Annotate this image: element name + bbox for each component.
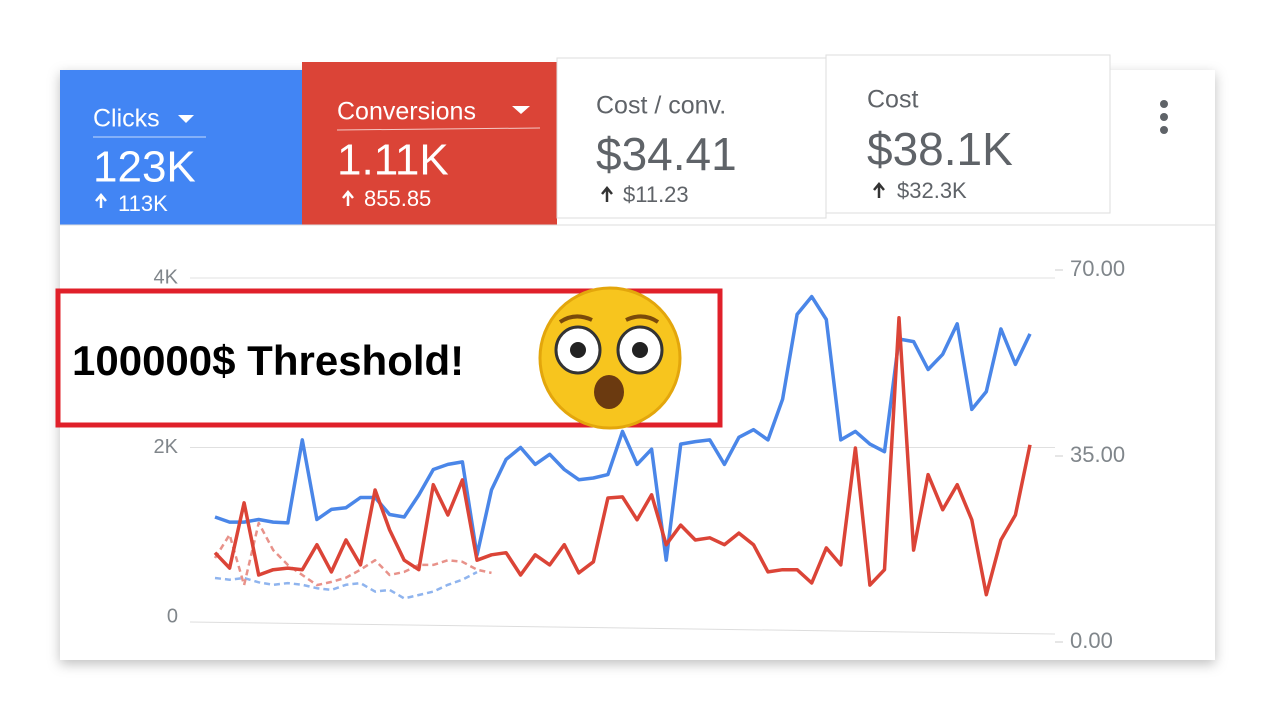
up-arrow: [95, 193, 107, 208]
dropdown-icon[interactable]: [512, 106, 530, 114]
dropdown-icon[interactable]: [178, 115, 194, 123]
card-change: 113K: [118, 191, 168, 216]
x-axis: [189, 621, 1056, 635]
menu-dot: [1160, 113, 1168, 121]
up-arrow: [342, 190, 354, 206]
y-tick-label: 0: [167, 605, 178, 627]
card-change: 855.85: [364, 186, 431, 211]
previous-period-line: [214, 570, 478, 600]
menu-dot: [1160, 100, 1168, 108]
card-value: 123K: [93, 143, 196, 192]
series-line: [213, 316, 1032, 597]
previous-period-line: [213, 521, 492, 587]
y2-tick-label: 70.00: [1070, 256, 1125, 281]
y2-tick-label: 0.00: [1070, 628, 1113, 653]
y2-tick-label: 35.00: [1070, 442, 1125, 467]
card-label: Cost: [867, 86, 918, 114]
underline: [336, 127, 541, 131]
y-tick-label: 4K: [154, 266, 179, 288]
card-value: $34.41: [596, 128, 737, 180]
card-value: $38.1K: [867, 123, 1013, 175]
annotation: 100000$ Threshold!: [72, 337, 464, 384]
menu-dot: [1160, 126, 1168, 134]
annotation-group: 100000$ Threshold!: [55, 286, 723, 430]
card-change: $11.23: [623, 182, 689, 207]
emoji-face: [538, 286, 682, 430]
card-label: Cost / conv.: [596, 92, 726, 120]
more-menu[interactable]: [1160, 100, 1168, 134]
cost-card[interactable]: [825, 54, 1111, 214]
card-label: Clicks: [93, 105, 160, 133]
up-arrow: [873, 182, 885, 198]
y-tick-label: 2K: [154, 436, 179, 458]
emoji-mouth: [594, 375, 624, 409]
shocked-emoji: [538, 286, 682, 430]
card-value: 1.11K: [337, 136, 449, 185]
up-arrow: [601, 186, 613, 202]
card-change: $32.3K: [897, 178, 967, 203]
emoji-brow: [558, 314, 660, 324]
plot: 0 2K 4K 0.00 35.00 70.00: [154, 256, 1126, 653]
card-label: Conversions: [337, 98, 476, 126]
emoji-pupil: [570, 342, 586, 358]
emoji-pupil: [632, 342, 648, 358]
